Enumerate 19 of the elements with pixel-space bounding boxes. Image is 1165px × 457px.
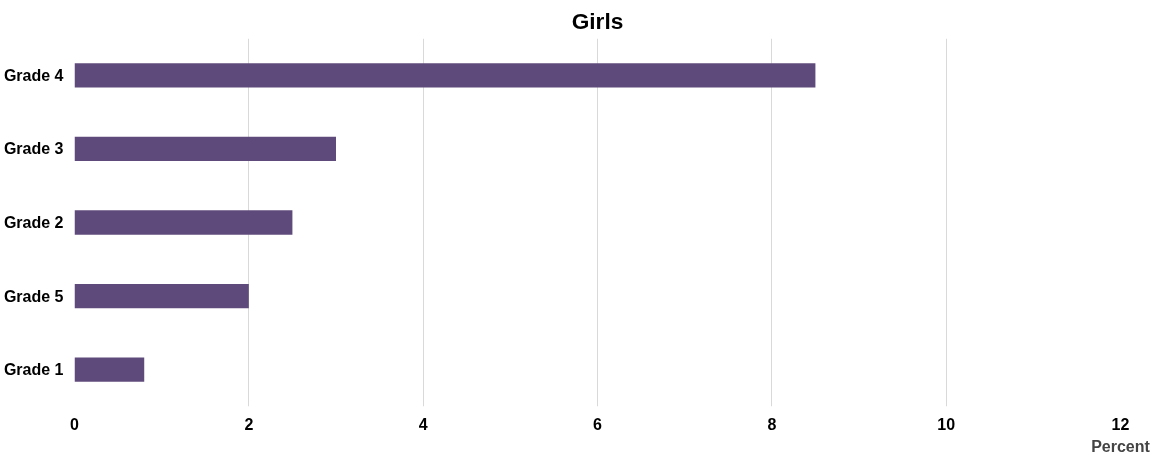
y-tick-label: Grade 2 <box>3 214 64 231</box>
bar <box>74 283 249 309</box>
bar <box>74 63 816 88</box>
x-tick-label: 0 <box>70 415 80 433</box>
y-tick-label: Grade 3 <box>3 140 64 158</box>
x-tick-label: 2 <box>244 415 254 433</box>
x-tick-label: 6 <box>593 415 603 433</box>
y-tick-label: Grade 5 <box>3 287 64 305</box>
y-tick-label: Grade 1 <box>3 361 64 379</box>
bar <box>74 210 293 235</box>
x-axis-title: Percent <box>1091 437 1151 455</box>
x-tick-label: 10 <box>937 415 956 433</box>
x-tick-label: 4 <box>418 415 428 433</box>
x-tick-label: 12 <box>1111 415 1130 433</box>
x-tick-label: 8 <box>767 415 777 433</box>
chart-title: Girls <box>571 7 624 34</box>
y-tick-label: Grade 4 <box>3 66 64 84</box>
bar <box>74 136 336 162</box>
bar <box>74 357 145 382</box>
